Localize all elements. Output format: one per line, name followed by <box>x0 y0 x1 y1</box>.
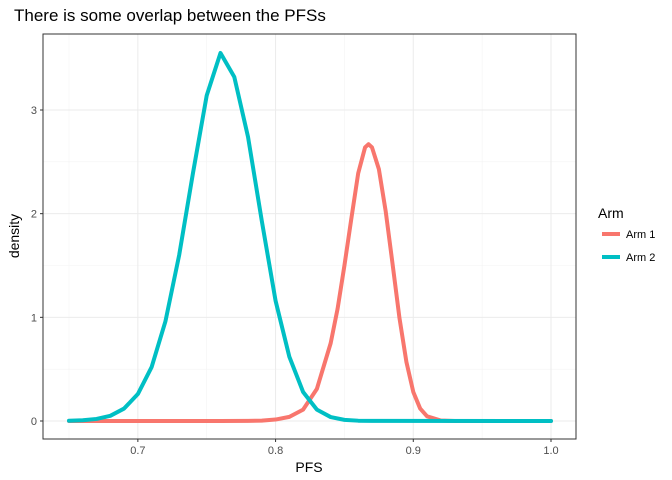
legend-label-arm-1: Arm 1 <box>626 229 655 241</box>
x-axis-title: PFS <box>295 459 322 475</box>
y-tick-label: 2 <box>31 209 37 221</box>
x-tick-label: 1.0 <box>543 445 558 457</box>
legend-title: Arm <box>598 205 624 221</box>
legend: Arm Arm 1 Arm 2 <box>598 205 655 264</box>
y-tick-label: 3 <box>31 105 37 117</box>
y-axis-title: density <box>6 214 22 258</box>
plot-panel-border <box>42 33 577 440</box>
chart-title: There is some overlap between the PFSs <box>14 6 326 25</box>
series-lines <box>67 50 553 423</box>
x-tick-label: 0.7 <box>130 445 145 457</box>
x-tick-label: 0.9 <box>406 445 421 457</box>
series-line-arm-2 <box>67 50 553 423</box>
series-line-arm-1 <box>67 142 553 423</box>
y-axis: 0 1 2 3 <box>31 105 43 428</box>
x-tick-label: 0.8 <box>268 445 283 457</box>
y-tick-label: 0 <box>31 416 37 428</box>
legend-label-arm-2: Arm 2 <box>626 252 655 264</box>
x-axis: 0.7 0.8 0.9 1.0 <box>130 439 559 457</box>
y-tick-label: 1 <box>31 312 37 324</box>
